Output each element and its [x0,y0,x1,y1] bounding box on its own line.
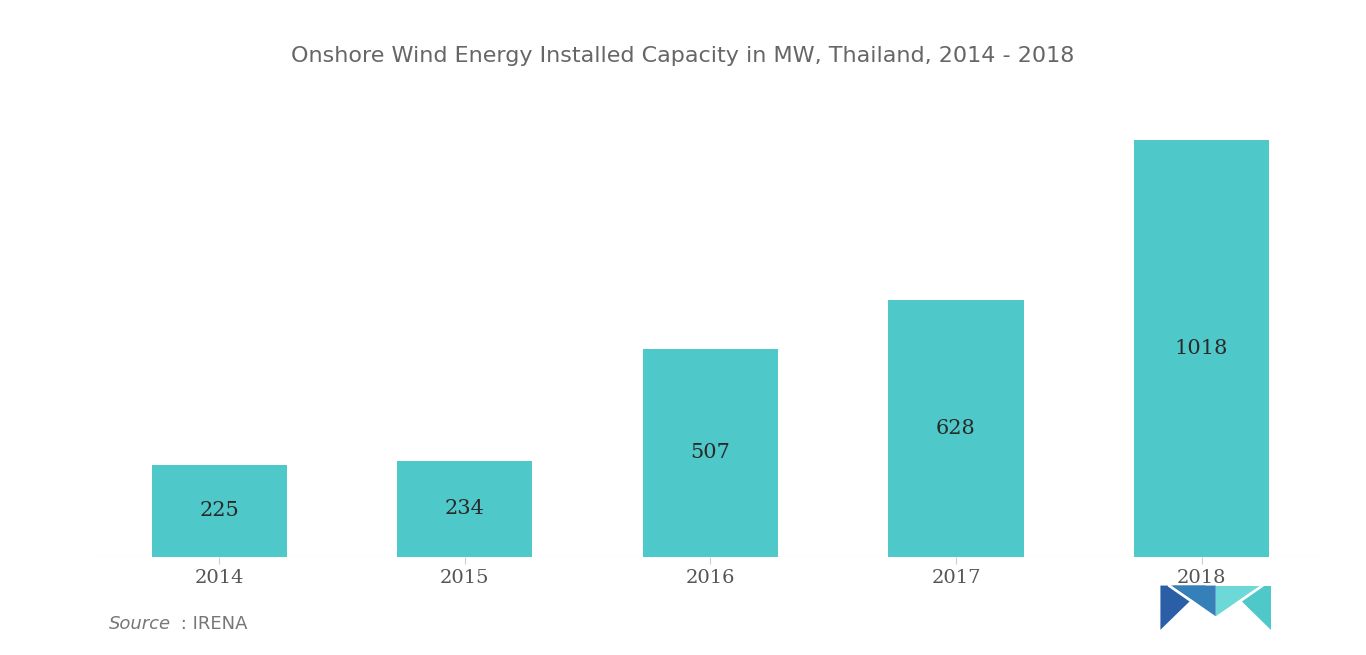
Bar [1134,140,1269,557]
Polygon shape [1216,586,1258,618]
Text: Source: Source [109,615,171,633]
Text: 234: 234 [445,499,485,518]
Polygon shape [1225,586,1270,630]
Bar [398,461,533,557]
Polygon shape [1160,586,1206,630]
Bar [888,300,1023,557]
Text: 628: 628 [936,419,975,438]
Bar [643,349,777,557]
Text: 1018: 1018 [1175,339,1228,358]
Bar [152,464,287,557]
Text: : IRENA: : IRENA [175,615,247,633]
Text: 225: 225 [199,501,239,520]
Polygon shape [1172,586,1216,618]
Text: Onshore Wind Energy Installed Capacity in MW, Thailand, 2014 - 2018: Onshore Wind Energy Installed Capacity i… [291,46,1075,66]
Text: 507: 507 [690,443,731,462]
